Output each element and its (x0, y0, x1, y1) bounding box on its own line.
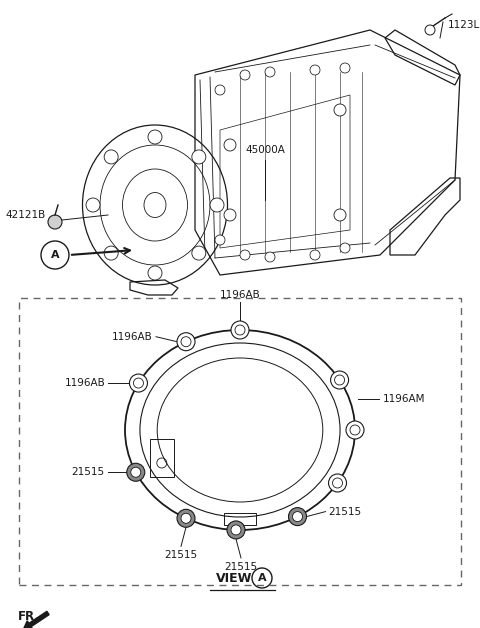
Circle shape (224, 209, 236, 221)
Bar (19, 298, 461, 585)
Circle shape (133, 378, 144, 388)
Circle shape (210, 198, 224, 212)
Text: 1196AB: 1196AB (220, 290, 260, 300)
Circle shape (425, 25, 435, 35)
FancyArrow shape (24, 611, 49, 628)
Circle shape (334, 104, 346, 116)
Circle shape (340, 63, 350, 73)
Circle shape (346, 421, 364, 439)
Text: 1196AM: 1196AM (383, 394, 425, 404)
Circle shape (265, 252, 275, 262)
Circle shape (131, 467, 141, 477)
Circle shape (292, 512, 302, 522)
Text: A: A (258, 573, 266, 583)
Circle shape (148, 130, 162, 144)
Text: 1123LK: 1123LK (448, 20, 480, 30)
Circle shape (335, 375, 345, 385)
Text: 42121B: 42121B (5, 210, 45, 220)
Text: A: A (51, 250, 60, 260)
Circle shape (265, 67, 275, 77)
Circle shape (240, 250, 250, 260)
Circle shape (181, 513, 191, 523)
Circle shape (104, 246, 118, 260)
Circle shape (231, 321, 249, 339)
Circle shape (215, 235, 225, 245)
Circle shape (333, 478, 343, 488)
Text: 21515: 21515 (328, 507, 361, 517)
Circle shape (310, 65, 320, 75)
Circle shape (48, 215, 62, 229)
Circle shape (177, 333, 195, 350)
Circle shape (148, 266, 162, 280)
Circle shape (224, 139, 236, 151)
Circle shape (340, 243, 350, 253)
Ellipse shape (157, 358, 323, 502)
Text: FR.: FR. (18, 610, 40, 624)
Text: VIEW: VIEW (216, 571, 252, 585)
Text: 1196AB: 1196AB (65, 378, 106, 388)
Circle shape (350, 425, 360, 435)
Text: 45000A: 45000A (245, 145, 285, 155)
Circle shape (227, 521, 245, 539)
Circle shape (104, 150, 118, 164)
Circle shape (328, 474, 347, 492)
Text: 21515: 21515 (165, 550, 198, 560)
Circle shape (334, 209, 346, 221)
Circle shape (130, 374, 147, 392)
Circle shape (86, 198, 100, 212)
Circle shape (192, 150, 206, 164)
Circle shape (240, 70, 250, 80)
Circle shape (215, 85, 225, 95)
Circle shape (288, 507, 307, 526)
Circle shape (177, 509, 195, 528)
Circle shape (181, 337, 191, 347)
Circle shape (127, 463, 145, 481)
Text: 1196AB: 1196AB (112, 332, 153, 342)
Circle shape (192, 246, 206, 260)
Circle shape (310, 250, 320, 260)
Text: 21515: 21515 (225, 562, 258, 572)
Circle shape (235, 325, 245, 335)
Text: 21515: 21515 (72, 467, 105, 477)
Circle shape (231, 525, 241, 535)
Circle shape (331, 371, 348, 389)
